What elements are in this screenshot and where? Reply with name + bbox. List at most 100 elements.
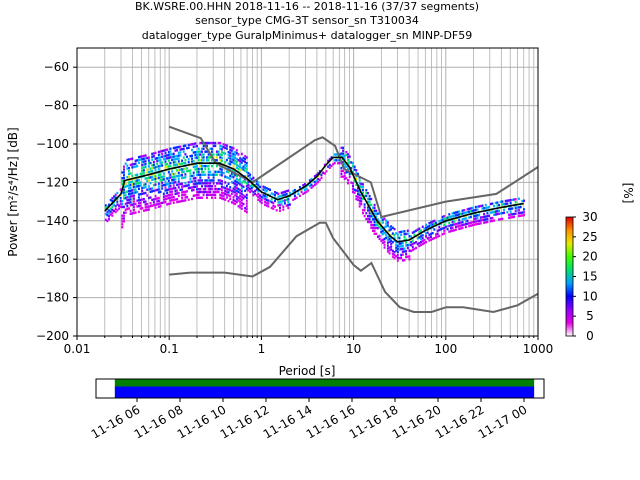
- heatmap-cell: [132, 208, 135, 212]
- heatmap-cell: [433, 236, 436, 240]
- heatmap-cell: [205, 196, 208, 199]
- heatmap-cell: [365, 189, 368, 192]
- heatmap-cell: [132, 211, 135, 215]
- heatmap-cell: [363, 194, 366, 198]
- heatmap-cell: [370, 203, 373, 207]
- heatmap-cell: [237, 179, 240, 182]
- heatmap-cell: [172, 172, 175, 176]
- heatmap-cell: [484, 203, 487, 207]
- heatmap-cell: [167, 165, 170, 168]
- heatmap-cell: [408, 243, 411, 247]
- heatmap-cell: [172, 187, 175, 190]
- heatmap-cell: [250, 183, 253, 187]
- heatmap-cell: [385, 219, 388, 222]
- heatmap-cell: [252, 191, 255, 194]
- heatmap-cell: [259, 200, 262, 203]
- heatmap-cell: [514, 209, 517, 213]
- heatmap-cell: [210, 185, 213, 188]
- heatmap-cell: [137, 181, 140, 185]
- heatmap-cell: [229, 145, 232, 149]
- heatmap-cell: [383, 231, 386, 235]
- heatmap-cell: [239, 183, 242, 186]
- heatmap-cell: [498, 209, 501, 213]
- heatmap-cell: [116, 191, 119, 195]
- heatmap-cell: [479, 204, 482, 208]
- heatmap-cell: [386, 241, 389, 244]
- heatmap-cell: [431, 223, 434, 226]
- heatmap-cell: [435, 221, 437, 225]
- heatmap-cell: [191, 186, 194, 189]
- heatmap-cell: [111, 197, 114, 200]
- heatmap-cell: [347, 158, 350, 162]
- heatmap-cell: [220, 182, 223, 186]
- heatmap-cell: [504, 199, 507, 203]
- heatmap-cell: [235, 152, 238, 155]
- heatmap-cell: [501, 203, 504, 206]
- heatmap-cell: [187, 158, 190, 161]
- heatmap-cell: [235, 192, 238, 195]
- heatmap-cell: [363, 209, 366, 212]
- heatmap-cell: [506, 202, 509, 205]
- heatmap-cell: [179, 182, 182, 186]
- heatmap-cell: [184, 193, 187, 196]
- heatmap-cell: [144, 200, 147, 203]
- heatmap-cell: [476, 214, 479, 217]
- heatmap-cell: [444, 225, 447, 229]
- heatmap-cell: [335, 153, 338, 156]
- heatmap-cell: [229, 186, 232, 189]
- heatmap-cell: [174, 198, 177, 201]
- heatmap-cell: [342, 146, 345, 150]
- heatmap-cell: [411, 240, 414, 243]
- heatmap-cell: [456, 210, 459, 214]
- heatmap-cell: [366, 220, 369, 224]
- heatmap-cell: [154, 203, 157, 206]
- heatmap-cell: [157, 182, 160, 185]
- heatmap-cell: [164, 154, 167, 158]
- heatmap-cell: [214, 190, 217, 194]
- heatmap-cell: [199, 187, 202, 191]
- heatmap-cell: [249, 190, 252, 194]
- heatmap-cell: [215, 156, 218, 159]
- heatmap-cell: [116, 209, 119, 212]
- heatmap-cell: [388, 229, 391, 232]
- heatmap-cell: [509, 207, 512, 211]
- heatmap-cell: [521, 211, 524, 214]
- heatmap-cell: [199, 196, 202, 199]
- heatmap-cell: [368, 212, 371, 215]
- heatmap-cell: [245, 162, 248, 165]
- heatmap-cell: [127, 158, 130, 161]
- heatmap-cell: [458, 221, 461, 225]
- heatmap-cell: [242, 168, 245, 171]
- heatmap-cell: [152, 198, 155, 201]
- heatmap-cell: [196, 193, 198, 197]
- heatmap-cell: [430, 221, 432, 224]
- heatmap-cell: [416, 242, 419, 246]
- heatmap-cell: [522, 199, 525, 202]
- heatmap-cell: [240, 187, 243, 190]
- heatmap-cell: [131, 194, 134, 198]
- heatmap-cell: [205, 193, 208, 197]
- heatmap-cell: [167, 188, 170, 191]
- heatmap-cell: [132, 194, 135, 197]
- heatmap-cell: [242, 202, 245, 206]
- heatmap-cell: [137, 184, 140, 188]
- heatmap-cell: [202, 147, 205, 150]
- heatmap-cell: [237, 205, 240, 208]
- heatmap-cell: [280, 191, 283, 195]
- heatmap-cell: [232, 173, 235, 176]
- heatmap-cell: [182, 193, 185, 197]
- heatmap-cell: [230, 158, 233, 161]
- heatmap-cell: [313, 175, 316, 178]
- heatmap-cell: [279, 209, 281, 212]
- heatmap-cell: [191, 174, 194, 178]
- heatmap-cell: [141, 186, 144, 190]
- heatmap-cell: [166, 183, 169, 186]
- heatmap-cell: [371, 226, 374, 230]
- colorbar-tick-label: 5: [586, 309, 594, 323]
- heatmap-cell: [224, 189, 227, 193]
- heatmap-cell: [182, 167, 185, 171]
- heatmap-cell: [451, 215, 454, 218]
- heatmap-cell: [121, 191, 124, 194]
- heatmap-cell: [184, 199, 187, 202]
- y-tick-label: −60: [44, 60, 69, 74]
